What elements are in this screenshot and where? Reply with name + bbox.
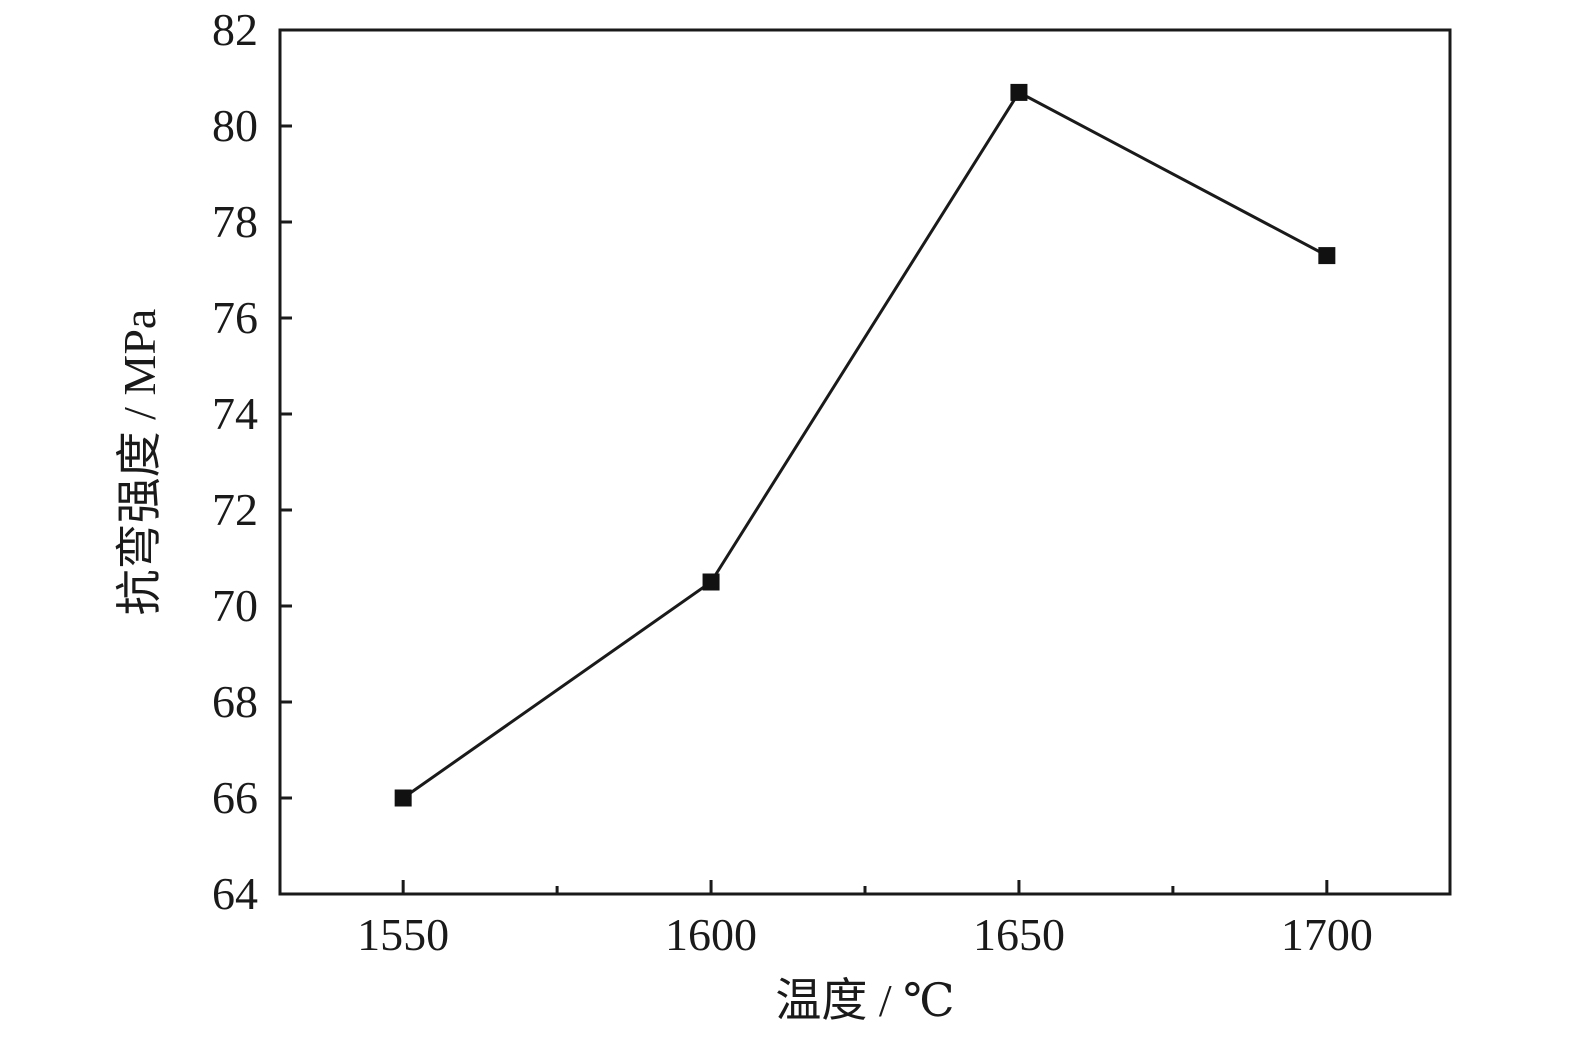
x-axis-title: 温度 / ℃: [775, 975, 954, 1026]
y-axis-title: 抗弯强度 / MPa: [114, 309, 165, 616]
y-tick-label-68: 68: [212, 676, 258, 727]
x-tick-label-1550: 1550: [357, 909, 449, 960]
plot-frame: [278, 28, 1452, 896]
y-axis: 64 66 68 70 72 74 76 78 80 82: [212, 4, 292, 919]
data-point-1550: [394, 789, 412, 807]
y-tick-label-66: 66: [212, 772, 258, 823]
y-tick-label-74: 74: [212, 388, 258, 439]
y-tick-label-64: 64: [212, 868, 258, 919]
x-tick-label-1600: 1600: [665, 909, 757, 960]
y-tick-label-72: 72: [212, 484, 258, 535]
y-tick-label-70: 70: [212, 580, 258, 631]
x-tick-label-1700: 1700: [1281, 909, 1373, 960]
x-tick-label-1650: 1650: [973, 909, 1065, 960]
series-layer: [394, 83, 1336, 807]
x-axis: 1550 1600 1650 1700: [357, 880, 1373, 960]
data-point-1600: [702, 573, 720, 591]
y-tick-label-80: 80: [212, 100, 258, 151]
series-line-0: [402, 90, 1328, 800]
y-tick-label-78: 78: [212, 196, 258, 247]
y-tick-label-76: 76: [212, 292, 258, 343]
data-point-1650: [1010, 83, 1028, 101]
y-tick-label-82: 82: [212, 4, 258, 55]
data-point-1700: [1318, 247, 1336, 265]
